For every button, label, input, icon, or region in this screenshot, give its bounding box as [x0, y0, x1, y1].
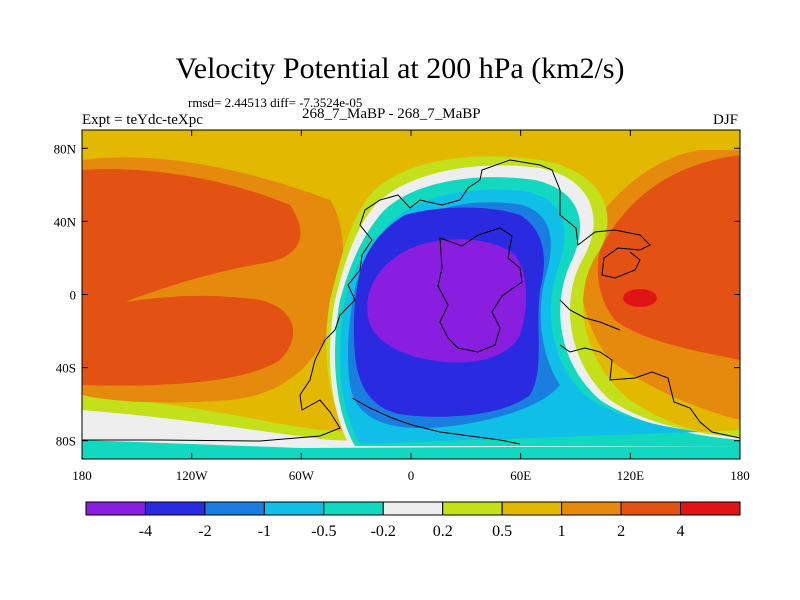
coastline-south: [351, 397, 521, 445]
coastline-australia-antarctica: [559, 344, 740, 439]
contour-band-neg0.2-south: [82, 440, 740, 459]
stats-line: rmsd= 2.44513 diff= -7.3524e-05: [188, 95, 363, 110]
coastline-asia: [559, 299, 621, 331]
x-tick-label: 120W: [176, 468, 209, 483]
x-tick-label: 180: [730, 468, 750, 483]
colorbar-label: -0.5: [311, 523, 336, 540]
colorbar-swatch: [620, 501, 682, 516]
experiment-label: Expt = teYdc-teXpc: [82, 112, 203, 128]
colorbar-label: -2: [198, 523, 211, 540]
season-label: DJF: [712, 112, 738, 128]
colorbar: [85, 501, 741, 516]
colorbar-label: 2: [617, 523, 625, 540]
contour-band-4-southwest: [82, 295, 294, 386]
colorbar-label: 1: [558, 523, 566, 540]
y-tick-label: 80N: [54, 141, 77, 156]
colorbar-swatch: [263, 501, 325, 516]
colorbar-swatch: [85, 501, 146, 516]
y-tick-label: 80S: [56, 434, 76, 449]
x-tick-label: 120E: [617, 468, 645, 483]
colorbar-swatch: [501, 501, 563, 516]
colorbar-label: 0.2: [433, 523, 453, 540]
colorbar-label: 0.5: [492, 523, 512, 540]
colorbar-label: 4: [677, 523, 685, 540]
axis-tick-labels: 180 120W 60W 0 60E 120E 180 80N 40N 0 40S 80S: [54, 141, 750, 483]
x-tick-label: 0: [408, 468, 415, 483]
x-tick-label: 180: [72, 468, 92, 483]
colorbar-swatch: [680, 501, 741, 516]
contour-fill: [82, 130, 740, 459]
y-tick-label: 0: [70, 288, 77, 303]
axis-ticks: [81, 130, 741, 459]
colorbar-swatch: [442, 501, 503, 516]
colorbar-swatch: [561, 501, 622, 516]
colorbar-labels: -4 -2 -1 -0.5 -0.2 0.2 0.5 1 2 4: [139, 523, 685, 540]
case-label: 268_7_MaBP - 268_7_MaBP: [302, 106, 481, 122]
colorbar-swatch: [323, 501, 384, 516]
colorbar-swatch: [382, 501, 444, 516]
coastline-main: [82, 159, 651, 442]
x-tick-label: 60W: [289, 468, 315, 483]
contour-band-neg4: [367, 239, 527, 363]
coastlines: [82, 159, 740, 445]
colorbar-swatch: [144, 501, 206, 516]
coastline-interior: [437, 227, 523, 353]
x-tick-label: 60E: [510, 468, 531, 483]
colorbar-label: -1: [258, 523, 271, 540]
colorbar-label: -4: [139, 523, 152, 540]
y-tick-label: 40S: [56, 361, 76, 376]
maximum-core: [623, 289, 657, 307]
y-tick-label: 40N: [54, 214, 77, 229]
colorbar-swatch: [204, 501, 265, 516]
colorbar-label: -0.2: [371, 523, 396, 540]
contour-band-4-east: [597, 155, 740, 360]
chart-title: Velocity Potential at 200 hPa (km2/s): [175, 52, 625, 85]
contour-band-4-west: [82, 169, 301, 310]
